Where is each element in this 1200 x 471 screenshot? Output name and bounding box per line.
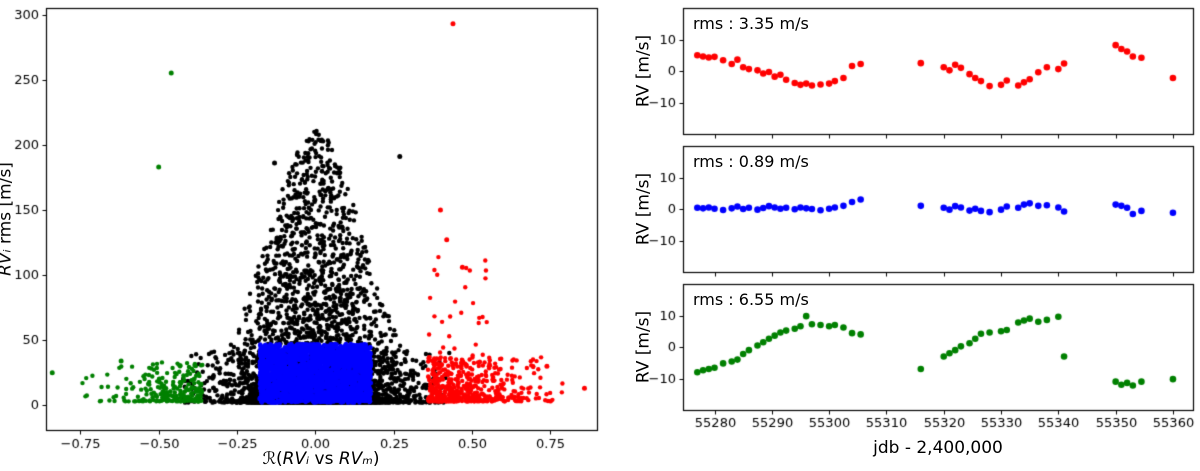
- left-scatter-canvas: [0, 0, 600, 471]
- right-timeseries-canvas: [600, 0, 1200, 471]
